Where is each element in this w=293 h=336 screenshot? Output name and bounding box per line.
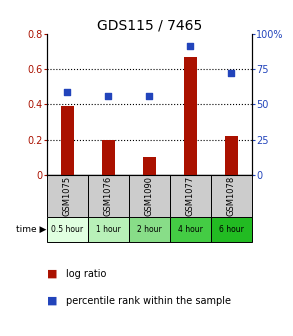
Bar (211, 175, 252, 217)
Text: 6 hour: 6 hour (219, 225, 244, 234)
Text: ■: ■ (47, 296, 57, 306)
Bar (143, 157, 156, 175)
Bar (170, 175, 211, 217)
Text: GSM1078: GSM1078 (227, 176, 236, 216)
Bar (88, 175, 129, 217)
Bar (129, 175, 170, 217)
Text: GSM1090: GSM1090 (145, 176, 154, 216)
Text: 2 hour: 2 hour (137, 225, 162, 234)
Bar (129, 217, 170, 242)
Point (65, 89, 70, 94)
Point (188, 44, 193, 49)
Bar (184, 56, 197, 175)
Bar (61, 106, 74, 175)
Bar (47, 175, 88, 217)
Text: 4 hour: 4 hour (178, 225, 203, 234)
Bar (211, 217, 252, 242)
Text: 0.5 hour: 0.5 hour (51, 225, 84, 234)
Text: log ratio: log ratio (66, 269, 106, 279)
Text: GSM1077: GSM1077 (186, 176, 195, 216)
Text: ■: ■ (47, 269, 57, 279)
Bar (47, 217, 88, 242)
Text: GSM1075: GSM1075 (63, 176, 72, 216)
Text: 1 hour: 1 hour (96, 225, 121, 234)
Point (229, 71, 234, 76)
Title: GDS115 / 7465: GDS115 / 7465 (97, 18, 202, 33)
Point (106, 93, 111, 98)
Text: percentile rank within the sample: percentile rank within the sample (66, 296, 231, 306)
Bar (88, 217, 129, 242)
Point (147, 93, 152, 98)
Bar (102, 139, 115, 175)
Bar (225, 136, 238, 175)
Text: GSM1076: GSM1076 (104, 176, 113, 216)
Text: time ▶: time ▶ (16, 225, 46, 234)
Bar (170, 217, 211, 242)
